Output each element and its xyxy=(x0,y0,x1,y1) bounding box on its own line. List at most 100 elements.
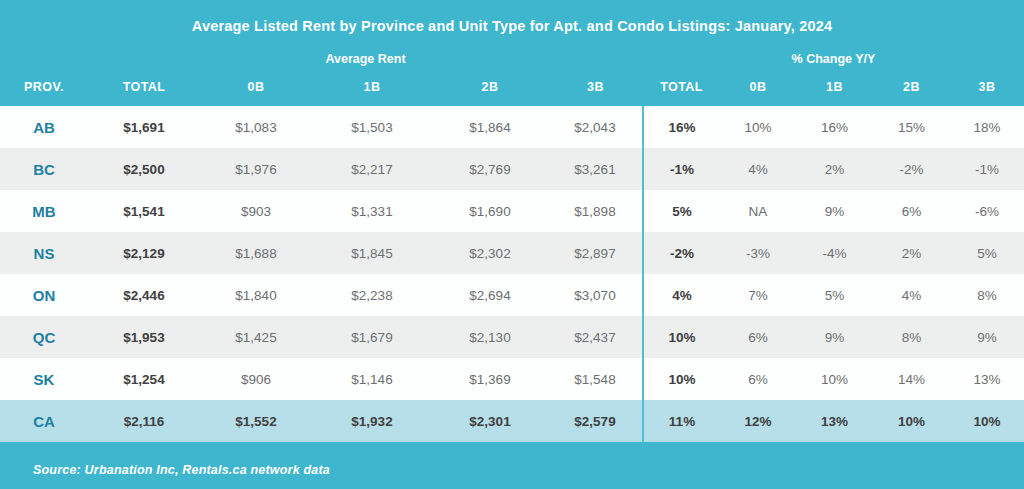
rent-value-3b: $2,694 xyxy=(432,274,548,316)
change-value-1b: 12% xyxy=(720,400,796,442)
province-label: MB xyxy=(0,190,88,232)
rent-value-4b: $3,070 xyxy=(548,274,643,316)
change-value-3b: 4% xyxy=(873,274,950,316)
change-value-1b: 7% xyxy=(720,274,796,316)
rent-value-1b: $1,083 xyxy=(200,106,312,148)
change-value-4b: 18% xyxy=(950,106,1024,148)
rent-value-1b: $903 xyxy=(200,190,312,232)
change-value-2b: 2% xyxy=(796,148,873,190)
table-row-ab: AB$1,691$1,083$1,503$1,864$2,04316%10%16… xyxy=(0,106,1024,148)
table-row-on: ON$2,446$1,840$2,238$2,694$3,0704%7%5%4%… xyxy=(0,274,1024,316)
change-value-3b: 10% xyxy=(873,400,950,442)
rent-value-1b: $1,976 xyxy=(200,148,312,190)
column-header-rent-total: TOTAL xyxy=(88,68,200,106)
rent-value-1b: $1,425 xyxy=(200,316,312,358)
change-value-3b: 14% xyxy=(873,358,950,400)
province-label: QC xyxy=(0,316,88,358)
change-total-value: 11% xyxy=(643,400,720,442)
province-label: ON xyxy=(0,274,88,316)
change-value-1b: -3% xyxy=(720,232,796,274)
province-label: SK xyxy=(0,358,88,400)
rent-value-3b: $1,369 xyxy=(432,358,548,400)
rent-total-value: $1,541 xyxy=(88,190,200,232)
rent-total-value: $2,446 xyxy=(88,274,200,316)
rent-value-1b: $906 xyxy=(200,358,312,400)
column-header-rent-2b: 2B xyxy=(432,68,548,106)
table-row-mb: MB$1,541$903$1,331$1,690$1,8985%NA9%6%-6… xyxy=(0,190,1024,232)
column-header-row: PROV. TOTAL 0B 1B 2B 3B TOTAL 0B 1B 2B 3… xyxy=(0,68,1024,106)
change-value-2b: -4% xyxy=(796,232,873,274)
group-header-average-rent: Average Rent xyxy=(88,44,643,68)
table-footer: Source: Urbanation Inc, Rentals.ca netwo… xyxy=(0,442,1024,489)
change-value-3b: 15% xyxy=(873,106,950,148)
table-row-sk: SK$1,254$906$1,146$1,369$1,54810%6%10%14… xyxy=(0,358,1024,400)
rent-report-panel: Average Listed Rent by Province and Unit… xyxy=(0,0,1024,489)
column-header-change-total: TOTAL xyxy=(643,68,720,106)
change-value-3b: -2% xyxy=(873,148,950,190)
column-header-rent-1b: 1B xyxy=(312,68,432,106)
column-header-prov: PROV. xyxy=(0,68,88,106)
change-total-value: 10% xyxy=(643,316,720,358)
change-value-1b: 4% xyxy=(720,148,796,190)
change-total-value: 4% xyxy=(643,274,720,316)
rent-value-2b: $1,503 xyxy=(312,106,432,148)
rent-total-value: $1,691 xyxy=(88,106,200,148)
change-total-value: 5% xyxy=(643,190,720,232)
rent-value-2b: $2,238 xyxy=(312,274,432,316)
change-value-2b: 5% xyxy=(796,274,873,316)
table-title: Average Listed Rent by Province and Unit… xyxy=(0,0,1024,44)
province-label: CA xyxy=(0,400,88,442)
change-value-2b: 13% xyxy=(796,400,873,442)
rent-value-2b: $1,146 xyxy=(312,358,432,400)
rent-value-4b: $2,579 xyxy=(548,400,643,442)
table-row-bc: BC$2,500$1,976$2,217$2,769$3,261-1%4%2%-… xyxy=(0,148,1024,190)
province-label: NS xyxy=(0,232,88,274)
rent-total-value: $1,953 xyxy=(88,316,200,358)
rent-value-3b: $2,769 xyxy=(432,148,548,190)
rent-value-2b: $1,932 xyxy=(312,400,432,442)
column-header-rent-0b: 0B xyxy=(200,68,312,106)
change-total-value: 10% xyxy=(643,358,720,400)
rent-value-3b: $1,864 xyxy=(432,106,548,148)
change-value-4b: 13% xyxy=(950,358,1024,400)
source-note: Source: Urbanation Inc, Rentals.ca netwo… xyxy=(0,442,1024,489)
table-row-ca: CA$2,116$1,552$1,932$2,301$2,57911%12%13… xyxy=(0,400,1024,442)
change-value-4b: 5% xyxy=(950,232,1024,274)
rent-total-value: $1,254 xyxy=(88,358,200,400)
rent-total-value: $2,500 xyxy=(88,148,200,190)
change-value-3b: 6% xyxy=(873,190,950,232)
group-header-row: Average Rent % Change Y/Y xyxy=(0,44,1024,68)
footer-row: Source: Urbanation Inc, Rentals.ca netwo… xyxy=(0,442,1024,489)
change-value-1b: NA xyxy=(720,190,796,232)
column-header-change-1b: 1B xyxy=(796,68,873,106)
change-total-value: -2% xyxy=(643,232,720,274)
change-value-4b: 10% xyxy=(950,400,1024,442)
group-spacer xyxy=(0,44,88,68)
table-row-ns: NS$2,129$1,688$1,845$2,302$2,897-2%-3%-4… xyxy=(0,232,1024,274)
table-body: AB$1,691$1,083$1,503$1,864$2,04316%10%16… xyxy=(0,106,1024,442)
change-value-4b: -1% xyxy=(950,148,1024,190)
change-value-2b: 9% xyxy=(796,316,873,358)
column-header-change-3b: 3B xyxy=(950,68,1024,106)
table-header: Average Listed Rent by Province and Unit… xyxy=(0,0,1024,106)
group-header-change-yy: % Change Y/Y xyxy=(643,44,1024,68)
change-total-value: 16% xyxy=(643,106,720,148)
change-total-value: -1% xyxy=(643,148,720,190)
rent-value-3b: $2,130 xyxy=(432,316,548,358)
rent-value-3b: $2,301 xyxy=(432,400,548,442)
rent-value-4b: $2,437 xyxy=(548,316,643,358)
column-header-change-2b: 2B xyxy=(873,68,950,106)
rent-value-1b: $1,552 xyxy=(200,400,312,442)
column-header-change-0b: 0B xyxy=(720,68,796,106)
change-value-3b: 8% xyxy=(873,316,950,358)
rent-value-3b: $1,690 xyxy=(432,190,548,232)
rent-value-3b: $2,302 xyxy=(432,232,548,274)
province-label: AB xyxy=(0,106,88,148)
rent-value-4b: $2,897 xyxy=(548,232,643,274)
table-row-qc: QC$1,953$1,425$1,679$2,130$2,43710%6%9%8… xyxy=(0,316,1024,358)
column-header-rent-3b: 3B xyxy=(548,68,643,106)
rent-value-2b: $2,217 xyxy=(312,148,432,190)
rent-table: Average Listed Rent by Province and Unit… xyxy=(0,0,1024,489)
rent-value-4b: $1,898 xyxy=(548,190,643,232)
rent-value-4b: $3,261 xyxy=(548,148,643,190)
